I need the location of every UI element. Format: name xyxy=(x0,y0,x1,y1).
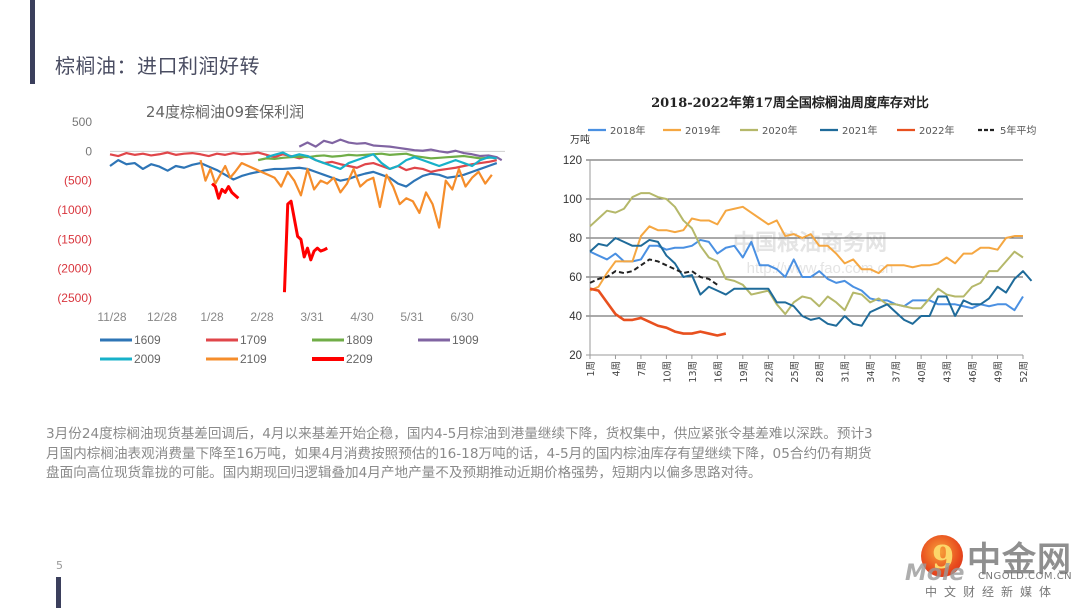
series-line-2019年 xyxy=(589,205,1023,292)
x-tick-label: 1周 xyxy=(586,361,597,377)
y-tick-label: 80 xyxy=(569,233,582,245)
x-tick-label: 43周 xyxy=(943,361,954,383)
logo-overlay-text: Mole xyxy=(905,561,965,586)
x-tick-label: 2/28 xyxy=(250,310,274,324)
x-tick-label: 4/30 xyxy=(350,310,374,324)
series-line-2209 xyxy=(282,199,328,293)
legend-label: 2021年 xyxy=(842,124,877,137)
series-line-5年平均 xyxy=(589,258,718,286)
chart-title: 2018-2022年第17周全国棕榈油周度库存对比 xyxy=(651,95,929,111)
body-text: 3月份24度棕榈油现货基差回调后，4月以来基差开始企稳，国内4-5月棕油到港量继… xyxy=(46,425,1036,484)
legend-label: 2020年 xyxy=(762,124,797,137)
x-tick-label: 52周 xyxy=(1019,361,1030,383)
legend-label: 2209 xyxy=(346,352,373,366)
logo-url: CNGOLD.COM.CN xyxy=(978,571,1073,582)
y-tick-label: (1000) xyxy=(57,203,92,217)
y-tick-label: 120 xyxy=(563,155,582,167)
x-tick-label: 19周 xyxy=(739,361,750,383)
x-tick-label: 11/28 xyxy=(97,310,126,324)
legend-label: 1809 xyxy=(346,333,373,347)
y-tick-label: (500) xyxy=(64,174,92,188)
legend-label: 5年平均 xyxy=(1000,124,1036,137)
x-tick-label: 3/31 xyxy=(300,310,324,324)
series-line-2021年 xyxy=(589,237,1033,327)
x-tick-label: 40周 xyxy=(917,361,928,383)
y-tick-label: (2500) xyxy=(57,291,92,305)
logo-name: 中金网 xyxy=(967,540,1072,580)
x-tick-label: 12/28 xyxy=(147,310,177,324)
x-tick-label: 46周 xyxy=(968,361,979,383)
y-tick-label: (1500) xyxy=(57,232,92,246)
y-tick-label: 40 xyxy=(569,311,582,323)
hedge-profit-chart: 24度棕榈油09套保利润 500 0 (500) (1000) (1500) (2000) (… xyxy=(57,103,505,366)
y-tick-label: 20 xyxy=(569,350,582,362)
legend-label: 2019年 xyxy=(685,124,720,137)
accent-bar-bottom xyxy=(56,577,61,608)
y-tick-label: (2000) xyxy=(57,262,92,276)
x-tick-label: 10周 xyxy=(662,361,673,383)
series-line-1809 xyxy=(257,152,497,162)
x-tick-label: 34周 xyxy=(866,361,877,383)
legend-label: 1709 xyxy=(240,333,267,347)
series-line-2022年 xyxy=(589,287,727,337)
x-tick-label: 25周 xyxy=(790,361,801,383)
y-tick-label: 60 xyxy=(569,272,582,284)
series-line-1909 xyxy=(298,138,503,162)
series-line-2109 xyxy=(199,159,493,229)
body-line: 月国内棕榈油表观消费量下降至16万吨，如果4月消费按照预估的16-18万吨的话，… xyxy=(46,445,872,462)
legend-label: 1609 xyxy=(134,333,161,347)
x-tick-label: 7周 xyxy=(637,361,648,377)
x-tick-label: 6/30 xyxy=(450,310,474,324)
slide-title: 棕榈油：进口利润好转 xyxy=(55,54,260,78)
series-line-2020年 xyxy=(589,192,1024,316)
legend-label: 2018年 xyxy=(610,124,645,137)
x-tick-label: 49周 xyxy=(994,361,1005,383)
legend-label: 2009 xyxy=(134,352,161,366)
series-line-2009 xyxy=(266,151,497,171)
watermark-url: http://www.fao.com.cn xyxy=(747,260,894,277)
y-axis-unit: 万吨 xyxy=(570,133,590,146)
logo-tagline: 中文财经新媒体 xyxy=(925,585,1059,599)
legend-label: 2022年 xyxy=(919,124,954,137)
cngold-logo: 9 中金网 Mole CNGOLD.COM.CN 中文财经新媒体 xyxy=(905,530,1075,605)
series-line-2209 xyxy=(211,182,240,200)
legend-label: 1909 xyxy=(452,333,479,347)
series-line-1609 xyxy=(109,159,498,188)
page-number: 5 xyxy=(56,559,63,572)
chart-title: 24度棕榈油09套保利润 xyxy=(146,103,304,121)
accent-bar-top xyxy=(30,0,35,84)
y-tick-label: 500 xyxy=(72,115,92,129)
x-tick-label: 28周 xyxy=(815,361,826,383)
y-tick-label: 100 xyxy=(563,194,582,206)
body-line: 3月份24度棕榈油现货基差回调后，4月以来基差开始企稳，国内4-5月棕油到港量继… xyxy=(46,426,873,442)
x-tick-label: 16周 xyxy=(713,361,724,383)
x-tick-label: 31周 xyxy=(841,361,852,383)
body-line: 盘面向高位现货靠拢的可能。国内期现回归逻辑叠加4月产地产量不及预期推动近期价格强… xyxy=(46,465,762,481)
x-tick-label: 37周 xyxy=(892,361,903,383)
legend-label: 2109 xyxy=(240,352,267,366)
logo-glyph: 9 xyxy=(932,538,955,576)
x-tick-label: 5/31 xyxy=(400,310,424,324)
inventory-comparison-chart: 2018-2022年第17周全国棕榈油周度库存对比中国粮油商务网http://w… xyxy=(563,95,1037,383)
logo-emblem-icon xyxy=(921,535,963,577)
y-tick-label: 0 xyxy=(85,144,92,158)
x-tick-label: 13周 xyxy=(688,361,699,383)
x-tick-label: 22周 xyxy=(764,361,775,383)
x-tick-label: 1/28 xyxy=(200,310,224,324)
x-tick-label: 4周 xyxy=(611,361,622,377)
